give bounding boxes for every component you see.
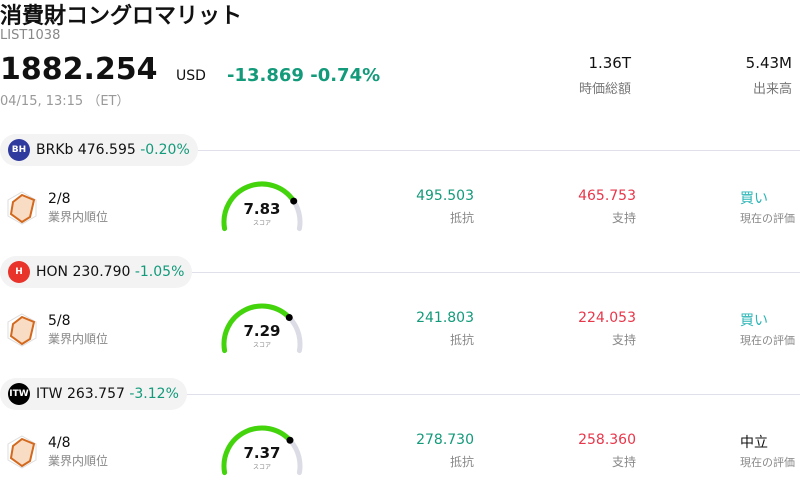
radar-chart-icon <box>7 191 37 225</box>
index-code: LIST1038 <box>0 28 61 43</box>
timestamp: 04/15, 13:15 （ET） <box>0 94 130 109</box>
industry-rank: 5/8 <box>48 313 71 329</box>
stock-change: -3.12% <box>129 386 179 402</box>
volume: 5.43M <box>745 54 792 72</box>
company-logo-icon: ITW <box>8 383 30 405</box>
gauge-marker <box>290 197 298 205</box>
gauge-fill <box>221 303 292 354</box>
stock-change: -1.05% <box>134 264 185 280</box>
support-label: 支持 <box>611 455 636 469</box>
score-gauge <box>221 303 303 354</box>
change-pct: -0.74% <box>310 65 381 86</box>
company-logo-icon: BH <box>8 139 30 161</box>
rating-label: 現在の評価 <box>740 456 795 469</box>
stock-pill[interactable]: H HON 230.790 -1.05% <box>0 256 193 288</box>
ticker: ITW <box>36 386 63 402</box>
stock-change: -0.20% <box>140 142 190 158</box>
index-price: 1882.254 <box>0 52 158 87</box>
industry-rank-label: 業界内順位 <box>48 332 109 346</box>
price-change: -13.869 -0.74% <box>227 65 380 86</box>
industry-rank-label: 業界内順位 <box>48 454 109 468</box>
rating-value: 買い <box>740 313 768 329</box>
score-label: スコア <box>252 220 271 227</box>
stock-price: 476.595 <box>77 142 136 158</box>
rating-label: 現在の評価 <box>740 212 795 225</box>
ticker: HON <box>36 264 69 280</box>
stock-pill[interactable]: BH BRKb 476.595 -0.20% <box>0 134 198 166</box>
resistance-label: 抵抗 <box>449 455 474 469</box>
radar-chart-icon <box>7 435 37 469</box>
score-value: 7.37 <box>243 444 281 462</box>
divider <box>180 272 800 273</box>
score-gauge <box>221 181 303 232</box>
divider <box>180 394 800 395</box>
gauge-marker <box>285 314 293 322</box>
gauge-fill <box>221 181 297 232</box>
score-value: 7.83 <box>243 200 281 218</box>
score-label: スコア <box>252 342 271 349</box>
support-value: 224.053 <box>578 310 636 326</box>
page-title: 消費財コングロマリット <box>0 4 243 29</box>
resistance-value: 495.503 <box>416 188 474 204</box>
score-value: 7.29 <box>243 322 281 340</box>
resistance-label: 抵抗 <box>449 211 474 225</box>
industry-rank: 4/8 <box>48 435 71 451</box>
market-cap-label: 時価総額 <box>578 82 631 97</box>
change-value: -13.869 <box>227 65 304 86</box>
ticker: BRKb <box>36 142 74 158</box>
score-gauge <box>221 425 303 476</box>
gauge-marker <box>286 436 294 444</box>
resistance-label: 抵抗 <box>449 333 474 347</box>
support-value: 258.360 <box>578 432 636 448</box>
gauge-fill <box>221 425 293 476</box>
stock-price: 230.790 <box>72 264 131 280</box>
support-value: 465.753 <box>578 188 636 204</box>
radar-chart-icon <box>7 313 37 347</box>
support-label: 支持 <box>611 211 636 225</box>
volume-label: 出来高 <box>752 82 792 97</box>
rating-value: 買い <box>740 191 768 207</box>
score-label: スコア <box>252 464 271 471</box>
rating-label: 現在の評価 <box>740 334 795 347</box>
industry-rank: 2/8 <box>48 191 71 207</box>
support-label: 支持 <box>611 333 636 347</box>
industry-rank-label: 業界内順位 <box>48 210 109 224</box>
stock-pill[interactable]: ITW ITW 263.757 -3.12% <box>0 378 187 410</box>
divider <box>180 150 800 151</box>
currency: USD <box>176 68 206 84</box>
rating-value: 中立 <box>740 435 768 451</box>
market-cap: 1.36T <box>588 54 631 72</box>
stock-price: 263.757 <box>66 386 125 402</box>
company-logo-icon: H <box>8 261 30 283</box>
resistance-value: 278.730 <box>416 432 474 448</box>
resistance-value: 241.803 <box>416 310 474 326</box>
